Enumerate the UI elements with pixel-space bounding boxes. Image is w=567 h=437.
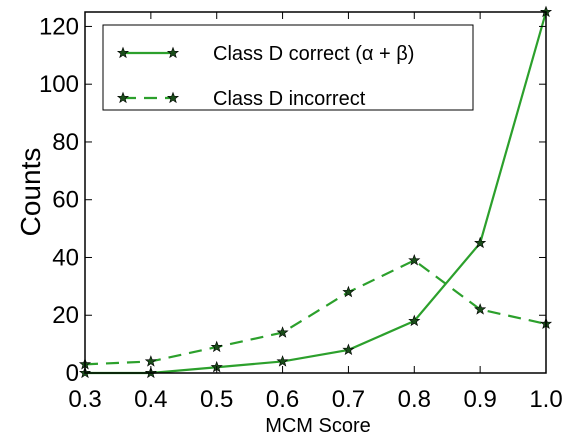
y-tick-label: 60 xyxy=(52,187,79,214)
data-point-s1-5 xyxy=(342,343,355,356)
x-tick-label: 0.8 xyxy=(398,386,431,413)
legend-label-1: Class D correct (α + β) xyxy=(213,43,414,65)
y-tick-label: 100 xyxy=(39,71,79,98)
data-point-s2-7 xyxy=(474,303,487,315)
data-point-s1-4 xyxy=(276,355,289,367)
legend-marker xyxy=(166,91,180,104)
legend-marker xyxy=(166,46,180,59)
axis-ticks: 0.3 0.4 0.5 0.6 0.7 0.8 0.9 1.0 0 20 40 60 80 100 120 xyxy=(39,12,563,413)
x-tick-label: 0.3 xyxy=(68,386,101,413)
x-axis-title: MCM Score xyxy=(265,415,371,437)
y-axis-title: Counts xyxy=(15,148,46,237)
y-tick-label: 80 xyxy=(52,129,79,156)
x-tick-label: 0.9 xyxy=(463,386,496,413)
x-tick-label: 0.6 xyxy=(266,386,299,413)
data-point-s1-7 xyxy=(474,236,487,249)
plot-frame xyxy=(84,11,547,374)
data-point-s1-6 xyxy=(408,314,421,327)
series-line-1 xyxy=(85,11,548,375)
data-point-s2-6 xyxy=(408,254,421,266)
legend-box xyxy=(102,24,474,111)
series-line-2 xyxy=(84,259,547,366)
data-point-s2-3 xyxy=(210,340,223,353)
data-point-s2-4 xyxy=(276,326,289,338)
data-point-s2-2 xyxy=(144,355,157,367)
legend-marker xyxy=(116,46,130,59)
legend: Class D correct (α + β) Class D incorrect xyxy=(102,24,474,111)
legend-label-2: Class D incorrect xyxy=(213,88,366,110)
legend-marker xyxy=(116,91,130,104)
y-tick-label: 40 xyxy=(52,244,79,271)
x-tick-label: 0.7 xyxy=(332,386,365,413)
x-tick-label: 0.5 xyxy=(200,386,233,413)
y-tick-label: 0 xyxy=(66,360,79,387)
y-tick-label: 120 xyxy=(39,13,79,40)
y-tick-label: 20 xyxy=(52,302,79,329)
x-tick-label: 0.4 xyxy=(134,386,167,413)
x-tick-label: 1.0 xyxy=(529,386,562,413)
data-point-s2-5 xyxy=(342,285,355,298)
